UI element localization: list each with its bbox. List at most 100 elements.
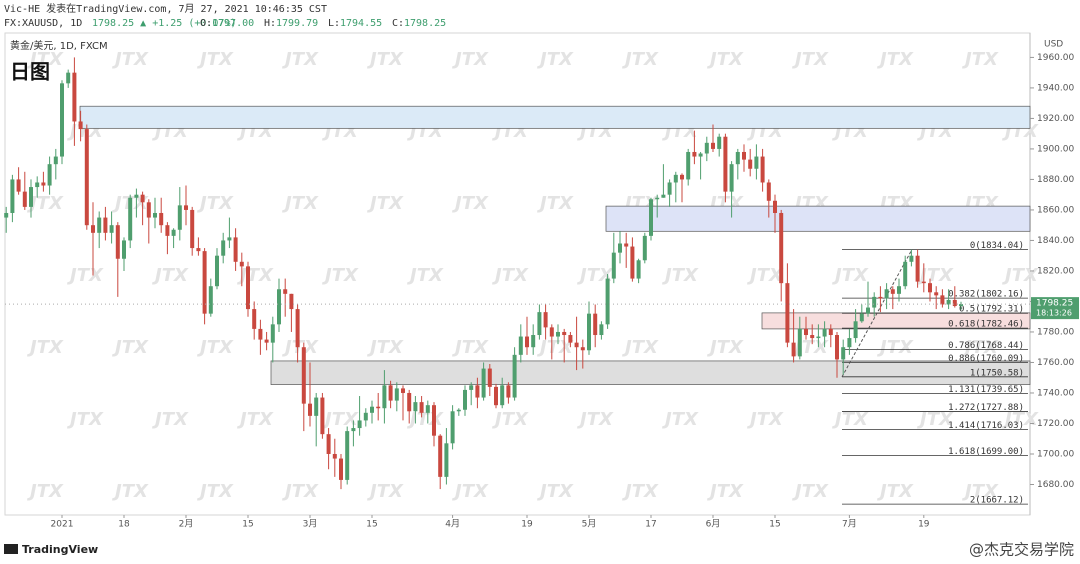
candle-body	[828, 328, 833, 336]
watermark: JTX	[537, 337, 574, 358]
candle-body	[934, 292, 939, 296]
candle-body	[872, 296, 877, 308]
candle-body	[401, 388, 405, 393]
ohlc-key: C:	[392, 18, 404, 29]
y-tick-label: 1960.00	[1037, 53, 1074, 63]
candle-body	[394, 388, 399, 401]
watermark: JTX	[367, 49, 404, 70]
watermark: JTX	[832, 265, 869, 286]
watermark: JTX	[452, 49, 489, 70]
y-tick-label: 1880.00	[1037, 175, 1074, 185]
candle-body	[196, 248, 201, 252]
candle-body	[332, 453, 337, 459]
candle-body	[903, 261, 908, 287]
watermark: JTX	[112, 49, 149, 70]
watermark: JTX	[27, 481, 64, 502]
candle-body	[531, 335, 536, 348]
candle-body	[314, 397, 319, 416]
candle-body	[686, 151, 691, 180]
candle-body	[208, 286, 213, 314]
watermark: JTX	[67, 409, 104, 430]
candle-body	[252, 309, 257, 329]
watermark: JTX	[152, 409, 189, 430]
candle-body	[723, 136, 728, 192]
x-tick-label: 5月	[582, 519, 597, 530]
candle-body	[766, 182, 771, 201]
candle-body	[128, 197, 133, 241]
candle-body	[456, 409, 461, 412]
watermark: JTX	[832, 409, 869, 430]
watermark: JTX	[152, 265, 189, 286]
candle-body	[680, 174, 684, 180]
watermark: JTX	[622, 49, 659, 70]
x-tick-label: 15	[769, 520, 780, 530]
y-tick-label: 1740.00	[1037, 388, 1074, 398]
watermark: JTX	[282, 337, 319, 358]
x-tick-label: 19	[521, 520, 533, 530]
y-tick-label: 1680.00	[1037, 480, 1074, 490]
candle-body	[444, 443, 449, 477]
candle-body	[326, 434, 331, 454]
candle-body	[636, 260, 641, 279]
candle-body	[35, 182, 40, 188]
candle-body	[425, 405, 430, 413]
x-tick-label: 6月	[706, 519, 721, 530]
candle-body	[952, 299, 957, 307]
candle-body	[512, 354, 517, 398]
fib-trend	[841, 249, 913, 378]
candle-body	[506, 385, 511, 398]
candle-body	[797, 328, 802, 357]
candle-body	[804, 328, 808, 336]
brand: TradingView	[22, 543, 98, 556]
candle-body	[624, 243, 629, 247]
fib-label: 0(1834.04)	[970, 241, 1024, 251]
watermark: JTX	[197, 49, 234, 70]
watermark: JTX	[662, 265, 699, 286]
header-change: 1798.25 ▲ +1.25 (+0.07%)	[92, 18, 237, 29]
candle-body	[618, 243, 622, 253]
candle-body	[97, 217, 102, 233]
ohlc-key: O:	[200, 18, 212, 29]
plot: JTX JTX JTX JTX JTX JTX JTX JTX JTX JTX JTX JTX JTX J…	[4, 49, 1039, 506]
watermark: JTX	[577, 409, 614, 430]
fib-label: 0.5(1792.31)	[959, 305, 1024, 315]
candle-body	[841, 347, 846, 360]
candle-body	[667, 182, 672, 195]
candle-body	[84, 129, 89, 226]
ohlc-value: 1794.55	[340, 18, 382, 29]
x-tick-label: 2021	[51, 520, 74, 530]
ohlc-key: H:	[264, 18, 276, 29]
candle-body	[487, 368, 492, 387]
candle-body	[221, 240, 226, 256]
watermark: JTX	[537, 481, 574, 502]
candle-body	[959, 304, 963, 307]
candle-body	[779, 212, 784, 284]
candle-body	[909, 255, 914, 262]
candle-body	[481, 368, 486, 398]
last-price-box	[1031, 297, 1079, 320]
y-tick-label: 1940.00	[1037, 83, 1074, 93]
watermark: JTX	[707, 49, 744, 70]
y-axis-label: USD	[1044, 40, 1063, 50]
candle-body	[611, 252, 616, 279]
watermark: JTX	[1002, 409, 1039, 430]
x-tick-label: 7月	[842, 519, 857, 530]
chart-title: 黄金/美元, 1D, FXCM	[10, 39, 108, 52]
candle-body	[270, 324, 275, 343]
candle-body	[357, 420, 362, 429]
watermark: JTX	[962, 481, 999, 502]
y-tick-label: 1860.00	[1037, 205, 1074, 215]
candle-body	[525, 336, 529, 348]
candle-body	[630, 246, 635, 279]
candle-body	[184, 205, 188, 210]
candle-body	[655, 197, 660, 200]
header-line: Vic-HE 发表在TradingView.com, 7月 27, 2021 1…	[4, 2, 327, 15]
candle-body	[215, 255, 219, 287]
zone	[270, 360, 1031, 385]
candle-body	[16, 179, 21, 192]
candle-body	[754, 156, 759, 169]
watermark: JTX	[877, 481, 914, 502]
x-tick-label: 4月	[445, 519, 460, 530]
candle-body	[4, 212, 9, 218]
candle-body	[438, 435, 443, 477]
